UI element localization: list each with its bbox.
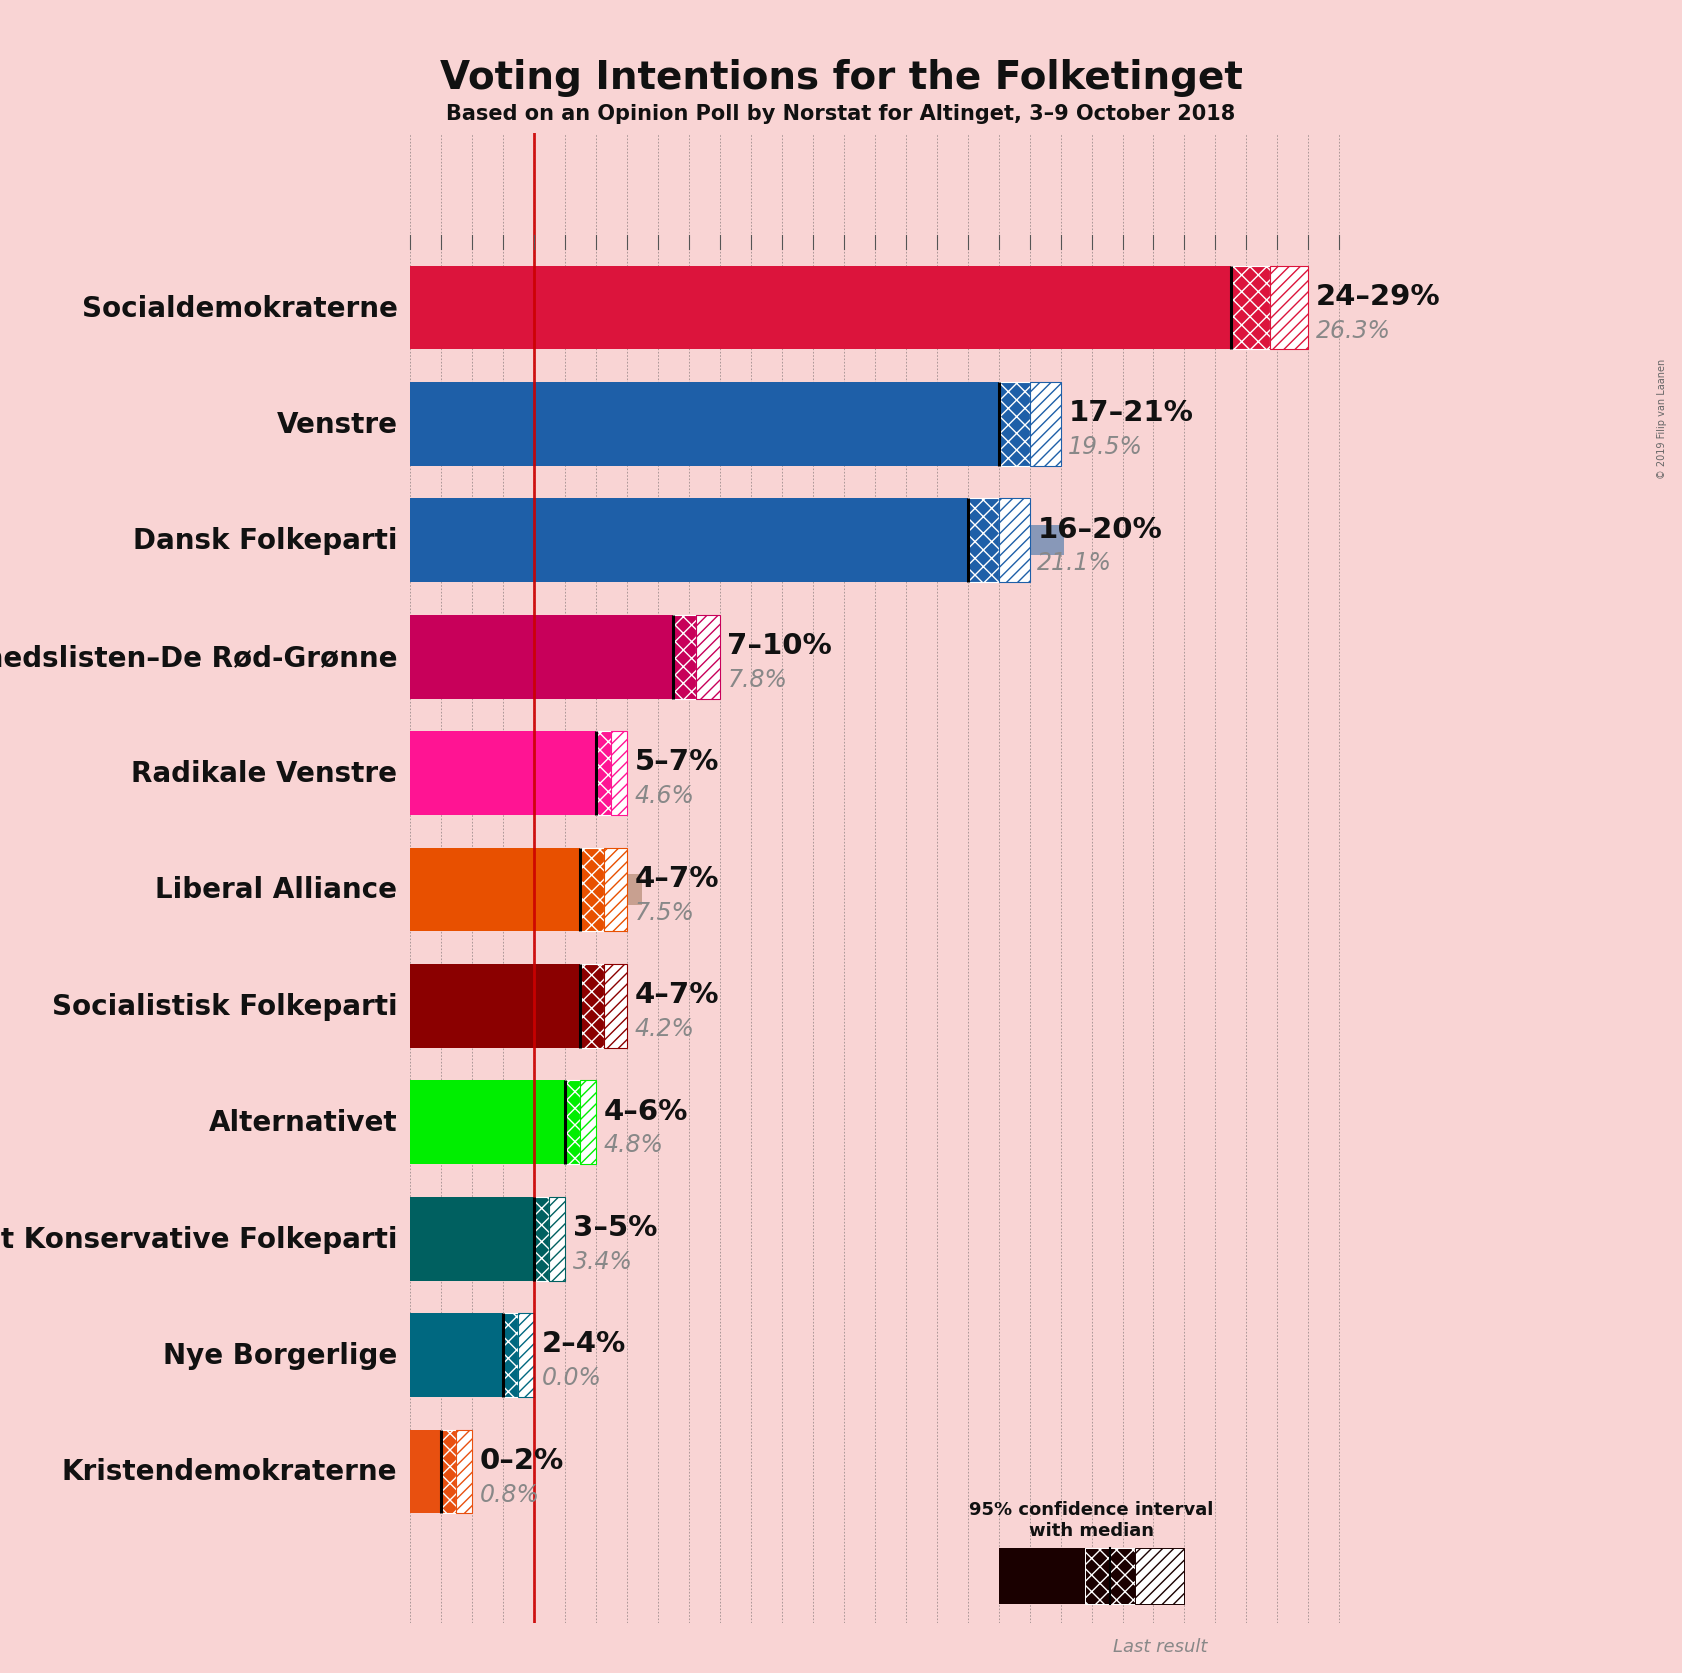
Text: 4.6%: 4.6% [634,783,695,808]
Bar [696,616,720,699]
Bar [999,1549,1085,1604]
Text: Radikale Venstre: Radikale Venstre [131,760,397,788]
Bar [410,731,595,815]
Bar [410,848,580,932]
Text: Socialdemokraterne: Socialdemokraterne [82,294,397,323]
Bar [1029,383,1061,467]
Bar [410,1313,503,1397]
Text: Nye Borgerlige: Nye Borgerlige [163,1342,397,1369]
Bar [410,1457,434,1487]
Bar [1135,1549,1184,1604]
Bar [1270,266,1309,350]
Bar [967,499,999,582]
Text: 4–7%: 4–7% [634,980,718,1009]
Bar [518,1313,533,1397]
Text: Kristendemokraterne: Kristendemokraterne [62,1457,397,1486]
Bar [999,499,1029,582]
Bar [1085,1549,1135,1604]
Text: 26.3%: 26.3% [1317,318,1391,343]
Bar [410,1081,565,1164]
Text: 7–10%: 7–10% [727,632,833,659]
Bar [410,964,580,1049]
Text: 5–7%: 5–7% [634,748,718,776]
Bar [410,1225,515,1255]
Bar [604,848,627,932]
Text: Based on an Opinion Poll by Norstat for Altinget, 3–9 October 2018: Based on an Opinion Poll by Norstat for … [446,104,1236,124]
Bar [410,499,967,582]
Text: 0–2%: 0–2% [479,1445,563,1474]
Text: © 2019 Filip van Laanen: © 2019 Filip van Laanen [1657,358,1667,478]
Text: 4–7%: 4–7% [634,865,718,892]
Bar [1231,266,1270,350]
Bar [580,1081,595,1164]
Text: Liberal Alliance: Liberal Alliance [155,877,397,903]
Text: 3–5%: 3–5% [572,1213,658,1241]
Text: 21.1%: 21.1% [1038,550,1112,576]
Text: Enhedslisten–De Rød-Grønne: Enhedslisten–De Rød-Grønne [0,644,397,671]
Text: 4.2%: 4.2% [634,1017,695,1041]
Text: 0.0%: 0.0% [542,1365,602,1389]
Text: 24–29%: 24–29% [1317,283,1441,311]
Bar [410,1108,558,1138]
Text: 2–4%: 2–4% [542,1330,626,1357]
Text: 0.8%: 0.8% [479,1482,540,1506]
Bar [673,616,696,699]
Text: 95% confidence interval
with median: 95% confidence interval with median [969,1501,1214,1539]
Text: Socialistisk Folkeparti: Socialistisk Folkeparti [52,992,397,1021]
Text: 3.4%: 3.4% [572,1250,632,1273]
Bar [999,383,1029,467]
Bar [441,1430,456,1514]
Text: 19.5%: 19.5% [1068,435,1144,458]
Text: Det Konservative Folkeparti: Det Konservative Folkeparti [0,1225,397,1253]
Bar [410,1198,533,1282]
Bar [410,616,673,699]
Bar [410,293,1224,323]
Text: 7.8%: 7.8% [727,668,787,691]
Text: 7.5%: 7.5% [634,900,695,923]
Bar [410,642,651,673]
Text: 17–21%: 17–21% [1068,400,1193,427]
Bar [595,731,611,815]
Text: 4.8%: 4.8% [604,1133,663,1156]
Bar [580,848,604,932]
Bar [410,990,540,1022]
Bar [503,1313,518,1397]
Text: Last result: Last result [1113,1638,1208,1655]
Bar [410,383,999,467]
Text: Voting Intentions for the Folketinget: Voting Intentions for the Folketinget [439,59,1243,97]
Bar [410,1430,441,1514]
Bar [456,1430,473,1514]
Bar [410,410,1014,440]
Text: Alternativet: Alternativet [209,1109,397,1136]
Bar [565,1081,580,1164]
Text: Dansk Folkeparti: Dansk Folkeparti [133,527,397,555]
Bar [533,1198,550,1282]
Bar [604,964,627,1049]
Text: 16–20%: 16–20% [1038,515,1162,544]
Text: Venstre: Venstre [276,410,397,438]
Bar [550,1198,565,1282]
Bar [410,875,643,905]
Bar [611,731,627,815]
Bar [410,525,1063,555]
Text: 4–6%: 4–6% [604,1097,688,1124]
Bar [999,1631,1107,1661]
Bar [580,964,604,1049]
Bar [410,266,1231,350]
Bar [410,758,552,788]
